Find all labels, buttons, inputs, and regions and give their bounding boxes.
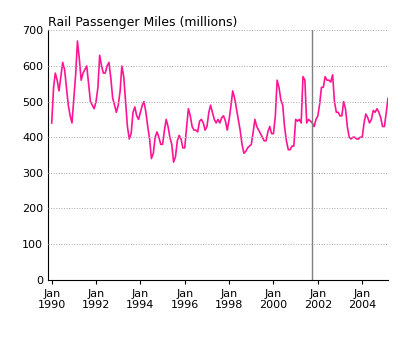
- Text: Rail Passenger Miles (millions): Rail Passenger Miles (millions): [48, 16, 237, 29]
